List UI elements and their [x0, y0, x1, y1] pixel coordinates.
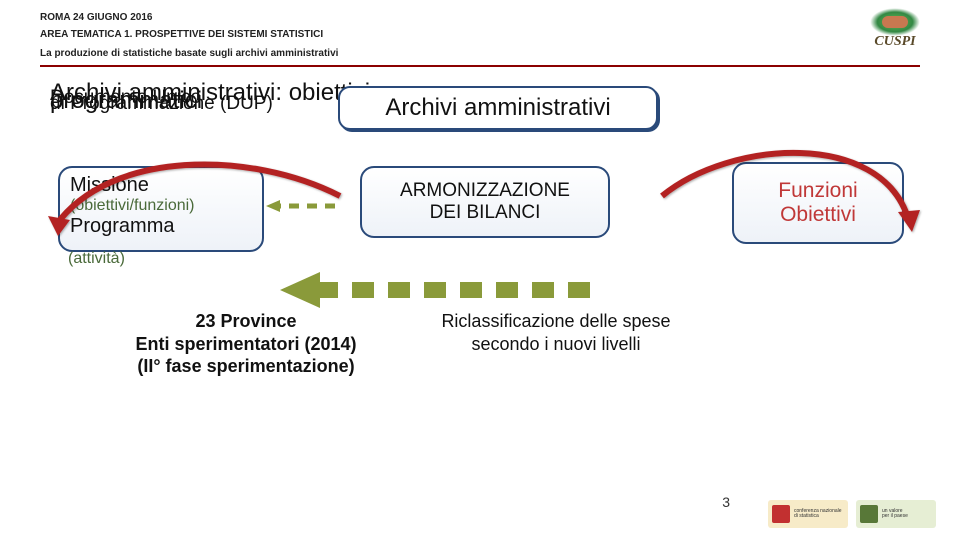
- footer-logo-conferenza: conferenza nazionaledi statistica: [768, 500, 848, 528]
- province-line1: 23 Province: [96, 310, 396, 333]
- province-line2: Enti sperimentatori (2014): [96, 333, 396, 356]
- attivita-label: (attività): [68, 250, 125, 268]
- armon-line1: ARMONIZZAZIONE: [400, 180, 570, 202]
- header-date: ROMA 24 GIUGNO 2016: [40, 12, 920, 23]
- footer-logo-secondary: un valoreper il paese: [856, 500, 936, 528]
- bottom-right-block: Riclassificazione delle spese secondo i …: [396, 310, 716, 355]
- cuspi-logo: CUSPI: [860, 8, 930, 58]
- riclass-line2: secondo i nuovi livelli: [396, 333, 716, 356]
- funzioni-line1: Funzioni: [778, 179, 857, 203]
- slide-header: ROMA 24 GIUGNO 2016 AREA TEMATICA 1. PRO…: [0, 0, 960, 67]
- page-number: 3: [722, 494, 730, 510]
- node-funzioni: Funzioni Obiettivi: [732, 162, 904, 244]
- node-missione: Missione (obiettivi/funzioni) Programma: [58, 166, 264, 252]
- header-subtitle: La produzione di statistiche basate sugl…: [40, 48, 920, 63]
- arrow-bottom-dashed: [280, 272, 590, 308]
- missione-label: Missione: [70, 174, 252, 197]
- province-line3: (II° fase sperimentazione): [96, 355, 396, 378]
- funzioni-line2: Obiettivi: [780, 203, 856, 227]
- node-armonizzazione: ARMONIZZAZIONE DEI BILANCI: [360, 166, 610, 238]
- programma-label: Programma: [70, 215, 252, 238]
- riclass-line1: Riclassificazione delle spese: [396, 310, 716, 333]
- cuspi-logo-text: CUSPI: [874, 34, 915, 50]
- header-area: AREA TEMATICA 1. PROSPETTIVE DEI SISTEMI…: [40, 29, 920, 40]
- missione-sub: (obiettivi/funzioni): [70, 197, 252, 215]
- node-archivi: Archivi amministrativi: [338, 86, 658, 130]
- footer-logos: conferenza nazionaledi statistica un val…: [768, 500, 936, 528]
- armon-line2: DEI BILANCI: [430, 202, 541, 224]
- bottom-left-block: 23 Province Enti sperimentatori (2014) (…: [96, 310, 396, 378]
- node-archivi-label: Archivi amministrativi: [385, 94, 610, 122]
- arrow-top-dashed: [266, 200, 335, 212]
